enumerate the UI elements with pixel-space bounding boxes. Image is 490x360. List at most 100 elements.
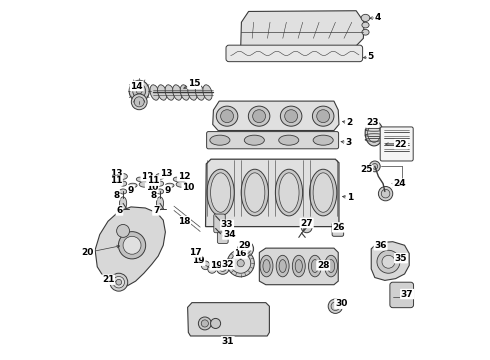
Ellipse shape [120, 189, 126, 194]
Text: 29: 29 [239, 241, 251, 250]
Ellipse shape [285, 110, 297, 123]
Text: 18: 18 [178, 217, 190, 226]
Ellipse shape [381, 189, 390, 198]
Ellipse shape [378, 186, 393, 201]
FancyBboxPatch shape [390, 282, 414, 308]
Text: 9: 9 [165, 185, 171, 194]
Ellipse shape [211, 319, 220, 328]
Text: 36: 36 [374, 241, 387, 250]
Ellipse shape [129, 80, 149, 102]
Text: 31: 31 [221, 337, 234, 346]
Ellipse shape [113, 276, 124, 288]
Text: 14: 14 [130, 82, 143, 91]
Ellipse shape [231, 253, 251, 273]
Ellipse shape [180, 85, 190, 100]
Ellipse shape [237, 260, 245, 267]
Text: 21: 21 [102, 275, 114, 284]
Text: 3: 3 [345, 138, 351, 147]
Ellipse shape [156, 189, 164, 194]
Ellipse shape [313, 106, 334, 126]
Text: 2: 2 [346, 118, 352, 127]
Text: 11: 11 [110, 176, 122, 185]
Ellipse shape [301, 222, 312, 233]
Text: 10: 10 [146, 183, 158, 192]
Ellipse shape [309, 255, 321, 277]
Ellipse shape [310, 169, 337, 216]
Ellipse shape [134, 97, 144, 107]
Ellipse shape [120, 197, 126, 210]
Ellipse shape [211, 173, 231, 212]
Ellipse shape [369, 161, 380, 172]
Ellipse shape [120, 181, 126, 186]
Ellipse shape [207, 169, 234, 216]
Ellipse shape [220, 110, 234, 123]
Ellipse shape [362, 22, 369, 28]
Text: 20: 20 [82, 248, 94, 257]
Ellipse shape [276, 255, 289, 277]
Text: 37: 37 [401, 289, 414, 298]
Text: 30: 30 [335, 299, 347, 308]
Text: 17: 17 [189, 248, 202, 257]
Ellipse shape [253, 110, 266, 123]
Ellipse shape [245, 173, 265, 212]
Ellipse shape [372, 163, 378, 169]
Text: 8: 8 [150, 190, 157, 199]
Ellipse shape [172, 85, 182, 100]
Ellipse shape [313, 135, 333, 145]
Text: 24: 24 [393, 179, 406, 188]
Ellipse shape [176, 181, 187, 187]
Text: 10: 10 [182, 183, 195, 192]
Text: 19: 19 [210, 261, 222, 270]
Ellipse shape [362, 30, 369, 35]
Ellipse shape [110, 273, 128, 291]
Ellipse shape [365, 121, 383, 146]
Ellipse shape [293, 255, 305, 277]
Ellipse shape [331, 302, 340, 311]
Ellipse shape [279, 173, 299, 212]
Text: 11: 11 [147, 176, 159, 185]
Text: 27: 27 [300, 219, 313, 228]
Text: 32: 32 [221, 260, 234, 269]
Text: 6: 6 [116, 206, 122, 215]
Text: 13: 13 [160, 169, 172, 178]
FancyBboxPatch shape [226, 45, 363, 62]
Polygon shape [205, 159, 339, 226]
Text: 13: 13 [110, 169, 123, 178]
Ellipse shape [165, 85, 174, 100]
Ellipse shape [216, 106, 238, 126]
Text: 34: 34 [223, 230, 236, 239]
Polygon shape [241, 11, 364, 47]
Ellipse shape [116, 279, 122, 285]
Ellipse shape [317, 110, 330, 123]
Text: 5: 5 [368, 53, 374, 62]
Ellipse shape [313, 173, 333, 212]
Polygon shape [95, 207, 166, 288]
Ellipse shape [219, 264, 226, 271]
Ellipse shape [241, 244, 251, 254]
Ellipse shape [119, 231, 146, 259]
Ellipse shape [131, 94, 147, 110]
Ellipse shape [150, 85, 159, 100]
Text: 8: 8 [114, 190, 120, 199]
Ellipse shape [361, 14, 370, 22]
Ellipse shape [136, 88, 142, 94]
Ellipse shape [248, 106, 270, 126]
Ellipse shape [245, 135, 265, 145]
Ellipse shape [275, 169, 303, 216]
Text: 12: 12 [141, 172, 154, 181]
Polygon shape [371, 242, 409, 280]
Text: 26: 26 [333, 223, 345, 232]
FancyBboxPatch shape [207, 132, 339, 149]
FancyBboxPatch shape [218, 232, 228, 243]
Ellipse shape [238, 241, 254, 257]
Polygon shape [259, 248, 338, 285]
FancyBboxPatch shape [214, 214, 225, 233]
Ellipse shape [382, 255, 395, 268]
Text: 22: 22 [395, 140, 407, 149]
Ellipse shape [198, 317, 211, 330]
Text: 9: 9 [128, 185, 134, 194]
Ellipse shape [311, 260, 318, 273]
Ellipse shape [260, 255, 273, 277]
Text: 16: 16 [234, 249, 247, 258]
Polygon shape [213, 101, 339, 131]
